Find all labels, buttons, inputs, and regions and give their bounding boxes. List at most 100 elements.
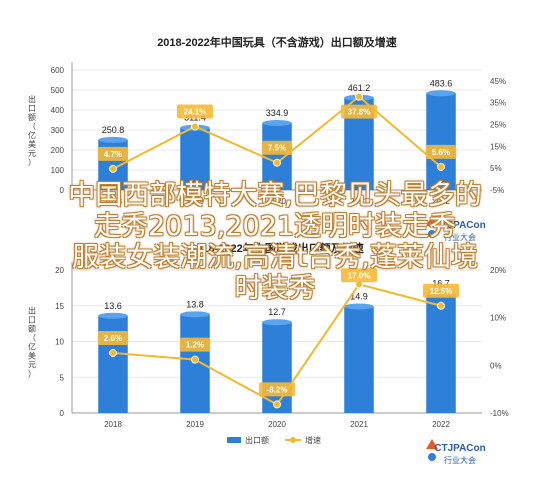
- chart-title: 2018-2022年中国游戏出口额及增速: [190, 241, 364, 255]
- chart-1: 2018-2022年中国玩具（不含游戏）出口额及增速 0 100 200 300 400 5…: [28, 35, 506, 242]
- growth-label: 12.5%: [430, 287, 453, 296]
- growth-label-bg: [423, 283, 459, 298]
- x-tick-label: 2022: [432, 420, 450, 429]
- y-tick-label: 600: [51, 66, 65, 75]
- y-axis-label-char: 额: [28, 324, 36, 334]
- y-tick-label: 400: [51, 106, 65, 115]
- logo-dot: [428, 230, 436, 238]
- legend-label-bar: 出口额: [245, 435, 269, 445]
- growth-label: 24.1%: [184, 108, 207, 117]
- y2-tick-label: 10%: [490, 314, 506, 323]
- growth-label-bg: [425, 144, 457, 159]
- bar-value-label: 334.9: [266, 108, 289, 118]
- logo-mark: [426, 216, 438, 226]
- bar-cap: [98, 136, 128, 143]
- y-axis-label-char: ）: [28, 158, 36, 167]
- x-tick-label: 2019: [186, 197, 204, 206]
- y-axis-label-char: 元: [28, 149, 36, 158]
- y-tick-label: 500: [51, 86, 65, 95]
- y-axis-label-char: 口: [28, 104, 36, 113]
- bar-cap: [344, 303, 374, 310]
- bar-value-label: 13.8: [186, 299, 204, 309]
- y-tick-label: 100: [51, 166, 65, 175]
- bar: [426, 293, 456, 413]
- x-tick-label: 2018: [104, 197, 122, 206]
- growth-label: 37.8%: [348, 108, 371, 117]
- legend-swatch-bar: [227, 437, 241, 443]
- y2-tick-label: 0%: [490, 361, 502, 370]
- logo-mark: [426, 439, 438, 449]
- y-axis-label-char: 出: [28, 306, 36, 316]
- bar-value-label: 12.7: [268, 307, 286, 317]
- bar: [180, 314, 210, 413]
- y-axis-label-char: 口: [28, 316, 36, 325]
- growth-label-bg: [341, 104, 377, 119]
- bar-cap: [98, 312, 128, 319]
- y-tick-label: 15: [55, 302, 64, 311]
- growth-label: 4.7%: [104, 150, 122, 159]
- bar-value-label: 16.7: [432, 279, 450, 289]
- bar-cap: [262, 120, 292, 127]
- x-tick-label: 2019: [186, 420, 204, 429]
- logo-dot: [428, 453, 436, 461]
- y-tick-label: 300: [51, 126, 65, 135]
- chart-2: 2018-2022年中国游戏出口额及增速 0 5 10 15 20 -10% 0% 10% 20%…: [28, 241, 509, 465]
- y2-tick-label: 45%: [490, 77, 506, 86]
- watermark-name: CTJPACon: [434, 443, 485, 454]
- growth-label: 1.2%: [186, 341, 204, 350]
- growth-label-bg: [97, 330, 129, 345]
- bar-value-label: 461.2: [348, 83, 371, 93]
- overlay-caption: 中国西部模特大赛,巴黎见头最多的 走秀2013,2021透明时装走秀 服装女装潮…: [0, 180, 550, 304]
- overlay-line-1: 中国西部模特大赛,巴黎见头最多的: [68, 180, 482, 211]
- x-tick-label: 2020: [268, 197, 286, 206]
- growth-label: 7.5%: [268, 144, 286, 153]
- growth-point: [191, 122, 199, 131]
- growth-point: [273, 158, 281, 167]
- legend-label-line: 增速: [305, 435, 321, 445]
- watermark-sub: 行业大会: [444, 455, 476, 465]
- y-axis-label-char: 亿: [28, 130, 36, 140]
- watermark-sub: 行业大会: [444, 232, 476, 242]
- x-tick-label: 2020: [268, 420, 286, 429]
- y-tick-label: 10: [55, 338, 64, 347]
- growth-label-bg: [179, 337, 211, 352]
- legend-swatch-point: [290, 437, 296, 443]
- bar: [98, 315, 128, 413]
- bar: [426, 93, 456, 190]
- y-axis-label-char: 元: [28, 361, 36, 370]
- growth-point: [437, 301, 445, 310]
- y-tick-label: 20: [55, 266, 64, 275]
- chart-title: 2018-2022年中国玩具（不含游戏）出口额及增速: [157, 35, 397, 49]
- y-axis-label-char: ）: [28, 370, 36, 379]
- overlay-line-2: 走秀2013,2021透明时装走秀: [93, 211, 456, 242]
- growth-label-bg: [261, 140, 293, 155]
- bar-cap: [180, 311, 210, 318]
- growth-label-bg: [341, 268, 377, 283]
- y-tick-label: 0: [60, 409, 65, 418]
- bar-value-label: 13.6: [104, 301, 122, 311]
- y2-tick-label: 5%: [490, 164, 502, 173]
- y-tick-label: 200: [51, 146, 65, 155]
- y2-tick-label: 15%: [490, 142, 506, 151]
- growth-label-bg: [177, 104, 213, 119]
- bar-value-label: 483.6: [430, 78, 453, 88]
- growth-label: -8.2%: [267, 385, 288, 394]
- y2-tick-label: -10%: [490, 409, 509, 418]
- y-tick-label: 5: [60, 373, 65, 382]
- y2-tick-label: -5%: [490, 186, 504, 195]
- bar: [262, 123, 292, 190]
- y-tick-label: 0: [60, 186, 65, 195]
- growth-label: 17.0%: [348, 271, 371, 280]
- overlay-line-4: 时装秀: [234, 273, 316, 304]
- bar: [262, 322, 292, 413]
- y-axis-label-char: （: [28, 122, 36, 131]
- growth-point: [273, 400, 281, 409]
- growth-point: [437, 162, 445, 171]
- growth-label-bg: [97, 146, 129, 161]
- x-tick-label: 2018: [104, 420, 122, 429]
- bar-cap: [262, 319, 292, 326]
- growth-label: 2.6%: [104, 334, 122, 343]
